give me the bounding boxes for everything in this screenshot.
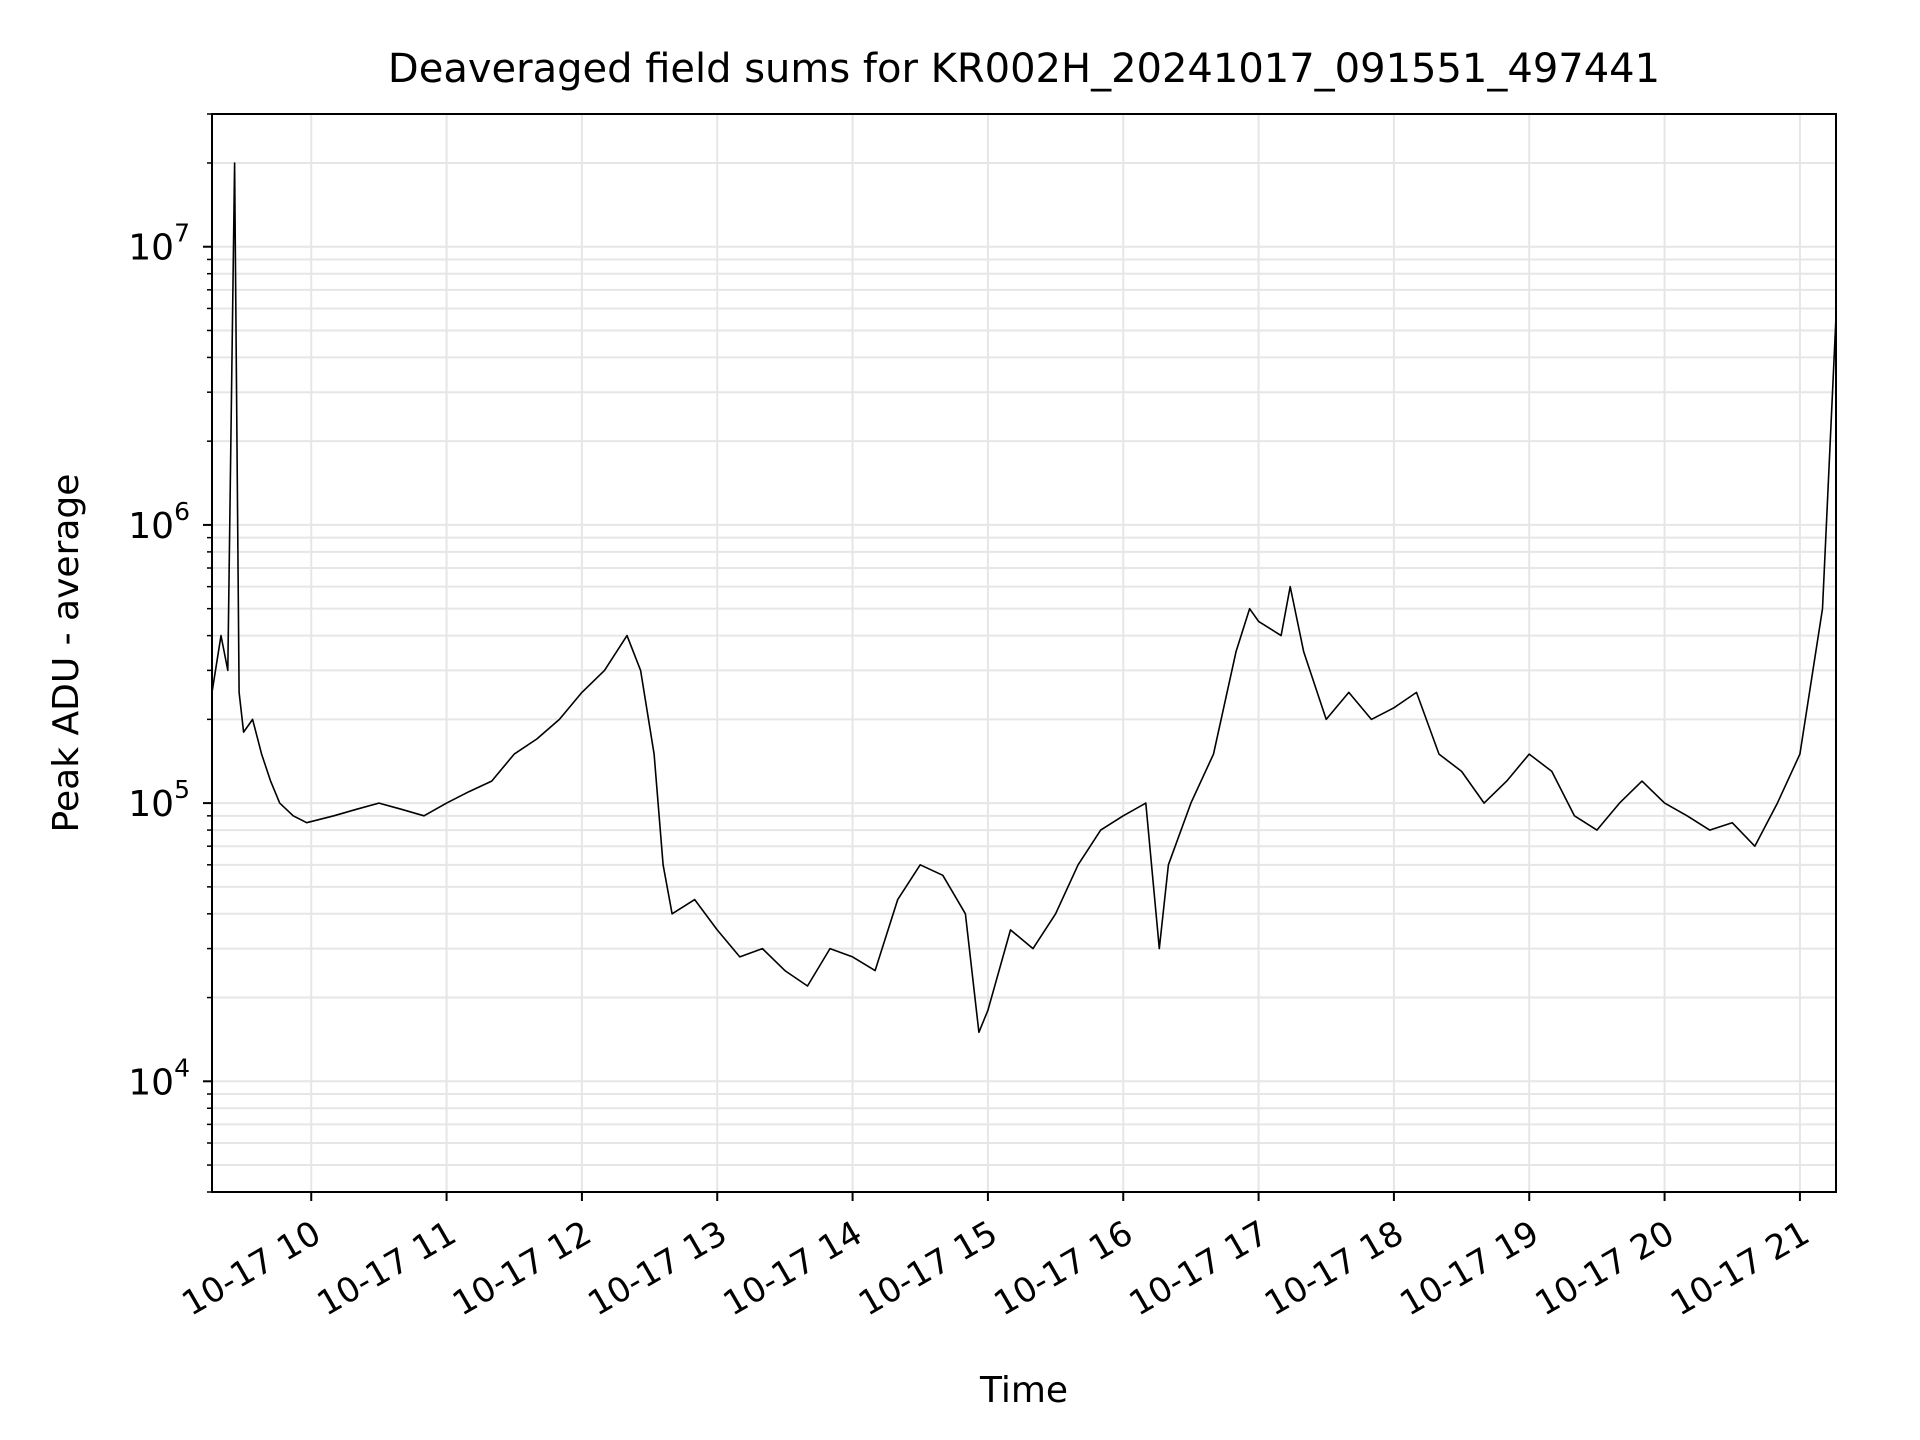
y-tick-label: 106 — [128, 497, 190, 547]
y-axis: 104 105 106 107 — [128, 113, 212, 1193]
x-tick-label: 10-17 19 — [1393, 1213, 1545, 1324]
x-tick-label: 10-17 14 — [717, 1213, 869, 1324]
y-axis-label: Peak ADU - average — [46, 474, 87, 833]
chart-title: Deaveraged field sums for KR002H_2024101… — [388, 46, 1660, 92]
y-tick-label: 107 — [128, 219, 190, 269]
y-tick-label: 105 — [128, 775, 190, 825]
y-tick-label: 104 — [128, 1053, 190, 1103]
x-tick-label: 10-17 15 — [852, 1213, 1004, 1324]
series-line-1 — [211, 162, 1837, 1034]
x-tick-label: 10-17 17 — [1123, 1213, 1275, 1324]
plot-frame — [211, 113, 1837, 1193]
x-tick-label: 10-17 16 — [987, 1213, 1139, 1324]
x-tick-label: 10-17 10 — [175, 1213, 327, 1324]
x-axis-label: Time — [979, 1370, 1068, 1411]
x-tick-label: 10-17 21 — [1664, 1213, 1816, 1324]
x-tick-label: 10-17 11 — [311, 1213, 463, 1324]
x-tick-label: 10-17 13 — [581, 1213, 733, 1324]
series-line-group — [211, 162, 1837, 1034]
grid — [212, 113, 1836, 1193]
x-tick-label: 10-17 12 — [446, 1213, 598, 1324]
x-tick-label: 10-17 18 — [1258, 1213, 1410, 1324]
x-tick-label: 10-17 20 — [1529, 1213, 1681, 1324]
